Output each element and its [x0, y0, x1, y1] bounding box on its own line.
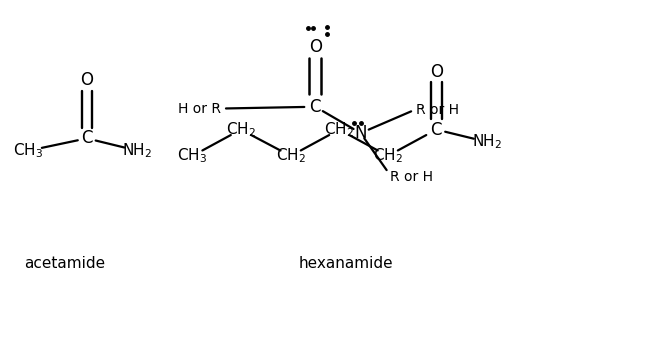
Text: acetamide: acetamide — [24, 256, 105, 270]
Text: C: C — [309, 98, 321, 116]
Text: O: O — [430, 63, 443, 81]
Text: CH$_3$: CH$_3$ — [14, 141, 44, 160]
Text: O: O — [81, 72, 94, 90]
Text: CH$_2$: CH$_2$ — [324, 120, 354, 139]
Text: CH$_2$: CH$_2$ — [276, 147, 305, 165]
Text: R or H: R or H — [415, 103, 459, 117]
Text: H or R: H or R — [179, 102, 222, 115]
Text: CH$_3$: CH$_3$ — [177, 147, 207, 165]
Text: NH$_2$: NH$_2$ — [472, 132, 502, 151]
Text: N: N — [354, 124, 367, 142]
Text: hexanamide: hexanamide — [299, 256, 394, 270]
Text: NH$_2$: NH$_2$ — [122, 141, 152, 160]
Text: CH$_2$: CH$_2$ — [373, 147, 403, 165]
Text: C: C — [81, 129, 92, 147]
Text: C: C — [430, 121, 442, 138]
Text: O: O — [309, 38, 322, 56]
Text: CH$_2$: CH$_2$ — [226, 120, 256, 139]
Text: R or H: R or H — [390, 170, 433, 184]
